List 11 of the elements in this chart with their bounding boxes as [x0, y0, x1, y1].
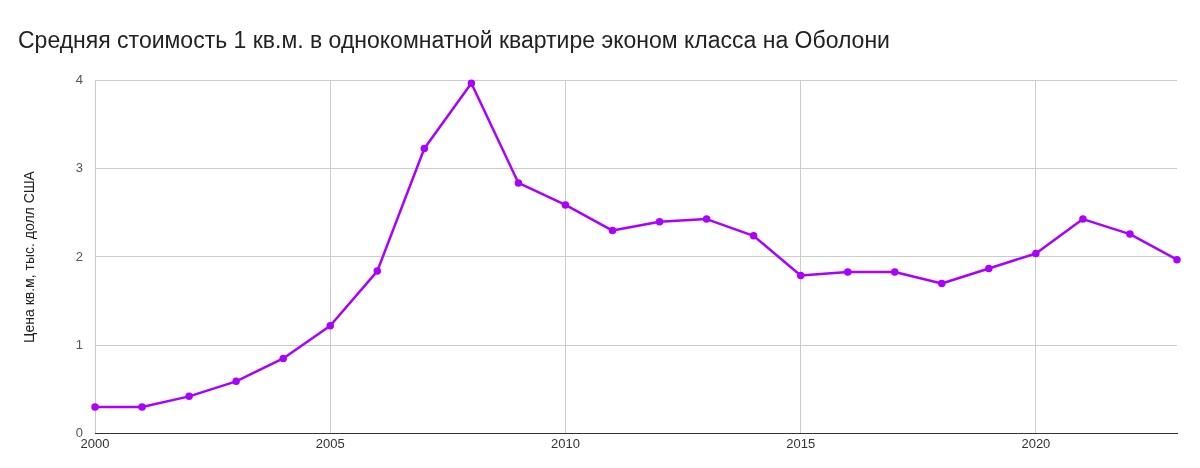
x-tick-label: 2020 — [1021, 435, 1051, 451]
chart-title: Средняя стоимость 1 кв.м. в однокомнатной квартире эконом класса на Оболони — [18, 27, 890, 54]
x-tick-label: 2010 — [550, 435, 580, 451]
y-tick-label: 3 — [75, 160, 84, 176]
x-tick-label: 2015 — [786, 435, 816, 451]
y-tick-label: 1 — [75, 336, 84, 352]
y-tick-label: 0 — [75, 424, 84, 440]
y-tick-label: 4 — [75, 72, 84, 88]
y-tick-label: 2 — [75, 248, 84, 264]
x-tick-label: 2005 — [315, 435, 345, 451]
y-axis-title: Цена кв.м, тыс. долл США — [21, 170, 38, 343]
